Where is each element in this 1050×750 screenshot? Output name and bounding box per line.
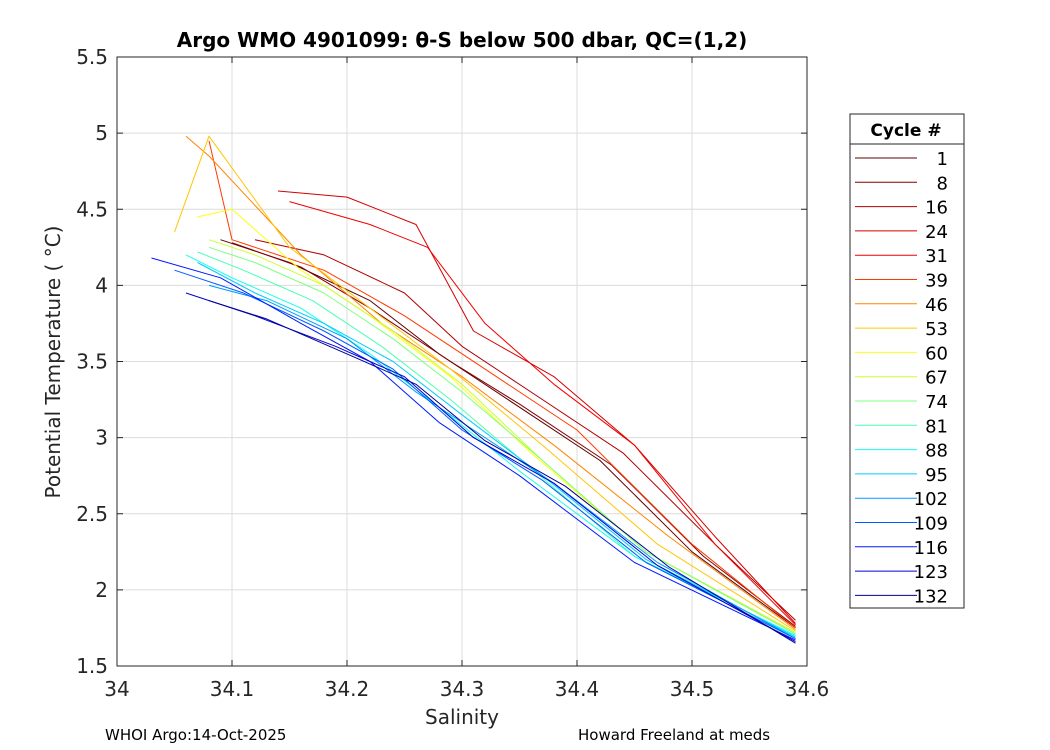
- series-line-123: [185, 292, 796, 643]
- y-tick-label: 1.5: [76, 654, 108, 678]
- legend-label: 46: [925, 295, 948, 316]
- legend-label: 39: [925, 271, 948, 292]
- legend-label: 132: [914, 586, 948, 607]
- footer-source: WHOI Argo:14-Oct-2025: [105, 726, 287, 744]
- series-line-16: [254, 239, 796, 621]
- x-tick-label: 34.6: [785, 677, 830, 701]
- x-tick-label: 34.1: [210, 677, 255, 701]
- x-tick-label: 34.2: [325, 677, 370, 701]
- y-tick-label: 5: [95, 121, 108, 145]
- legend: Cycle # 1 8 16 24 31 39 46 53 60 67 74 81 88 95 102 109…: [849, 113, 965, 609]
- series-line-24: [277, 190, 796, 624]
- legend-label: 53: [925, 319, 948, 340]
- legend-label: 116: [914, 538, 948, 559]
- legend-label: 16: [925, 198, 948, 219]
- y-tick-label: 3: [95, 426, 108, 450]
- y-tick-label: 3.5: [76, 350, 108, 374]
- footer-author: Howard Freeland at meds: [578, 726, 771, 744]
- y-tick-label: 2.5: [76, 502, 108, 526]
- series-line-88: [185, 254, 796, 636]
- legend-label: 8: [937, 173, 948, 194]
- legend-label: 74: [925, 392, 948, 413]
- y-tick-label: 4: [95, 273, 108, 297]
- legend-label: 81: [925, 416, 948, 437]
- legend-label: 95: [925, 465, 948, 486]
- y-tick-label: 4.5: [76, 197, 108, 221]
- series-line-8: [231, 242, 796, 627]
- tick-layer: 34 34.1 34.2 34.3 34.4 34.5 34.6 1.5 2 2.5 3 3.5 4 4.…: [76, 45, 829, 701]
- series-line-95: [197, 262, 796, 638]
- x-tick-label: 34.5: [670, 677, 715, 701]
- grid-lines: [117, 57, 807, 666]
- series-line-109: [174, 269, 796, 640]
- series-line-132: [208, 300, 796, 644]
- legend-label: 1: [937, 149, 948, 170]
- series-layer: [151, 135, 796, 644]
- x-tick-label: 34.4: [555, 677, 600, 701]
- legend-label: 88: [925, 441, 948, 462]
- legend-label: 123: [914, 562, 948, 583]
- series-line-39: [208, 140, 796, 629]
- series-line-53: [174, 135, 796, 632]
- series-line-31: [289, 201, 796, 626]
- y-tick-label: 2: [95, 578, 108, 602]
- y-tick-label: 5.5: [76, 45, 108, 69]
- series-line-102: [208, 284, 796, 640]
- series-line-46: [185, 135, 796, 630]
- legend-box: [849, 113, 965, 609]
- legend-label: 67: [925, 368, 948, 389]
- legend-label: 31: [925, 246, 948, 267]
- x-axis-label: Salinity: [425, 705, 499, 729]
- series-line-81: [197, 251, 796, 636]
- series-line-1: [220, 239, 796, 629]
- legend-label: 60: [925, 343, 948, 364]
- x-tick-label: 34.3: [440, 677, 485, 701]
- x-tick-label: 34: [104, 677, 129, 701]
- series-line-74: [208, 246, 796, 635]
- y-axis-label: Potential Temperature ( °C): [41, 226, 65, 499]
- legend-title: Cycle #: [870, 121, 941, 141]
- chart-title: Argo WMO 4901099: θ-S below 500 dbar, QC…: [177, 28, 747, 52]
- legend-label: 102: [914, 489, 948, 510]
- legend-label: 109: [914, 514, 948, 535]
- series-line-116: [151, 257, 796, 641]
- legend-label: 24: [925, 222, 948, 243]
